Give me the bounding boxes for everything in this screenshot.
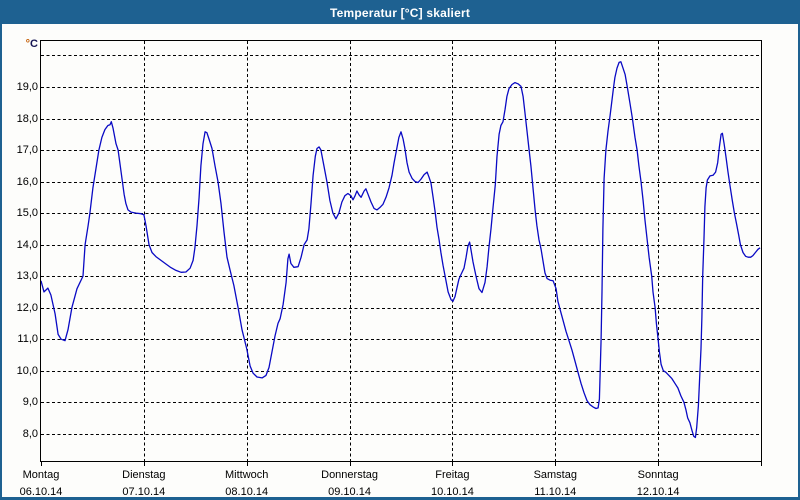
day-date: 09.10.14 — [328, 486, 371, 498]
y-tick-label-16: 16,0 — [16, 175, 38, 188]
x-day-label-freitag: Freitag 10.10.14 — [397, 467, 507, 498]
day-name: Freitag — [435, 469, 470, 481]
y-tick-label-14: 14,0 — [16, 238, 38, 251]
x-day-label-mittwoch: Mittwoch 08.10.14 — [192, 467, 302, 498]
temperature-curve — [41, 61, 761, 439]
day-date: 10.10.14 — [431, 486, 474, 498]
y-tick-label-19: 19,0 — [16, 81, 38, 93]
y-tick-label-10: 10,0 — [16, 364, 38, 377]
temperature-plot — [41, 41, 761, 461]
y-tick-label-12: 12,0 — [16, 301, 38, 314]
y-axis-unit-label: °C — [2, 38, 38, 50]
day-name: Donnerstag — [321, 469, 378, 481]
x-day-label-donnerstag: Donnerstag 09.10.14 — [295, 467, 405, 498]
y-tick-label-8: 8,0 — [22, 427, 38, 440]
y-tick-label-11: 11,0 — [17, 333, 38, 346]
plot-border — [40, 40, 762, 462]
x-axis-tick — [761, 462, 762, 466]
x-axis-tick — [658, 462, 659, 466]
x-axis-tick — [144, 462, 145, 466]
x-axis-tick — [41, 462, 42, 466]
x-axis-tick — [247, 462, 248, 466]
window-title: Temperatur [°C] skaliert — [329, 6, 471, 20]
y-tick-label-13: 13,0 — [16, 270, 38, 283]
y-tick-label-17: 17,0 — [16, 144, 38, 157]
unit-letter: C — [30, 38, 38, 50]
day-date: 06.10.14 — [19, 486, 63, 498]
day-name: Samstag — [533, 469, 577, 481]
x-axis-tick — [555, 462, 556, 466]
day-name: Mittwoch — [225, 469, 269, 481]
day-date: 12.10.14 — [636, 486, 680, 498]
x-day-label-samstag: Samstag 11.10.14 — [500, 467, 610, 498]
day-date: 08.10.14 — [225, 486, 269, 498]
title-bar[interactable]: Temperatur [°C] skaliert — [2, 2, 798, 24]
y-tick-label-18: 18,0 — [16, 112, 38, 125]
day-name: Sonntag — [637, 469, 679, 481]
x-day-label-montag: Montag 06.10.14 — [2, 467, 96, 498]
day-name: Dienstag — [122, 469, 166, 481]
y-tick-label-15: 15,0 — [16, 207, 38, 220]
x-axis-tick — [350, 462, 351, 466]
day-date: 07.10.14 — [122, 486, 166, 498]
day-date: 11.10.14 — [534, 486, 577, 498]
degree-symbol: ° — [25, 38, 31, 50]
x-axis-tick — [452, 462, 453, 466]
x-day-label-dienstag: Dienstag 07.10.14 — [89, 467, 199, 498]
y-tick-label-9: 9,0 — [22, 396, 38, 409]
chart-area: °C 19,0 18,0 17,0 16,0 15,0 14,0 13,0 12,0 11,0 1… — [2, 24, 798, 497]
day-name: Montag — [22, 469, 60, 481]
x-day-label-sonntag: Sonntag 12.10.14 — [603, 467, 713, 498]
